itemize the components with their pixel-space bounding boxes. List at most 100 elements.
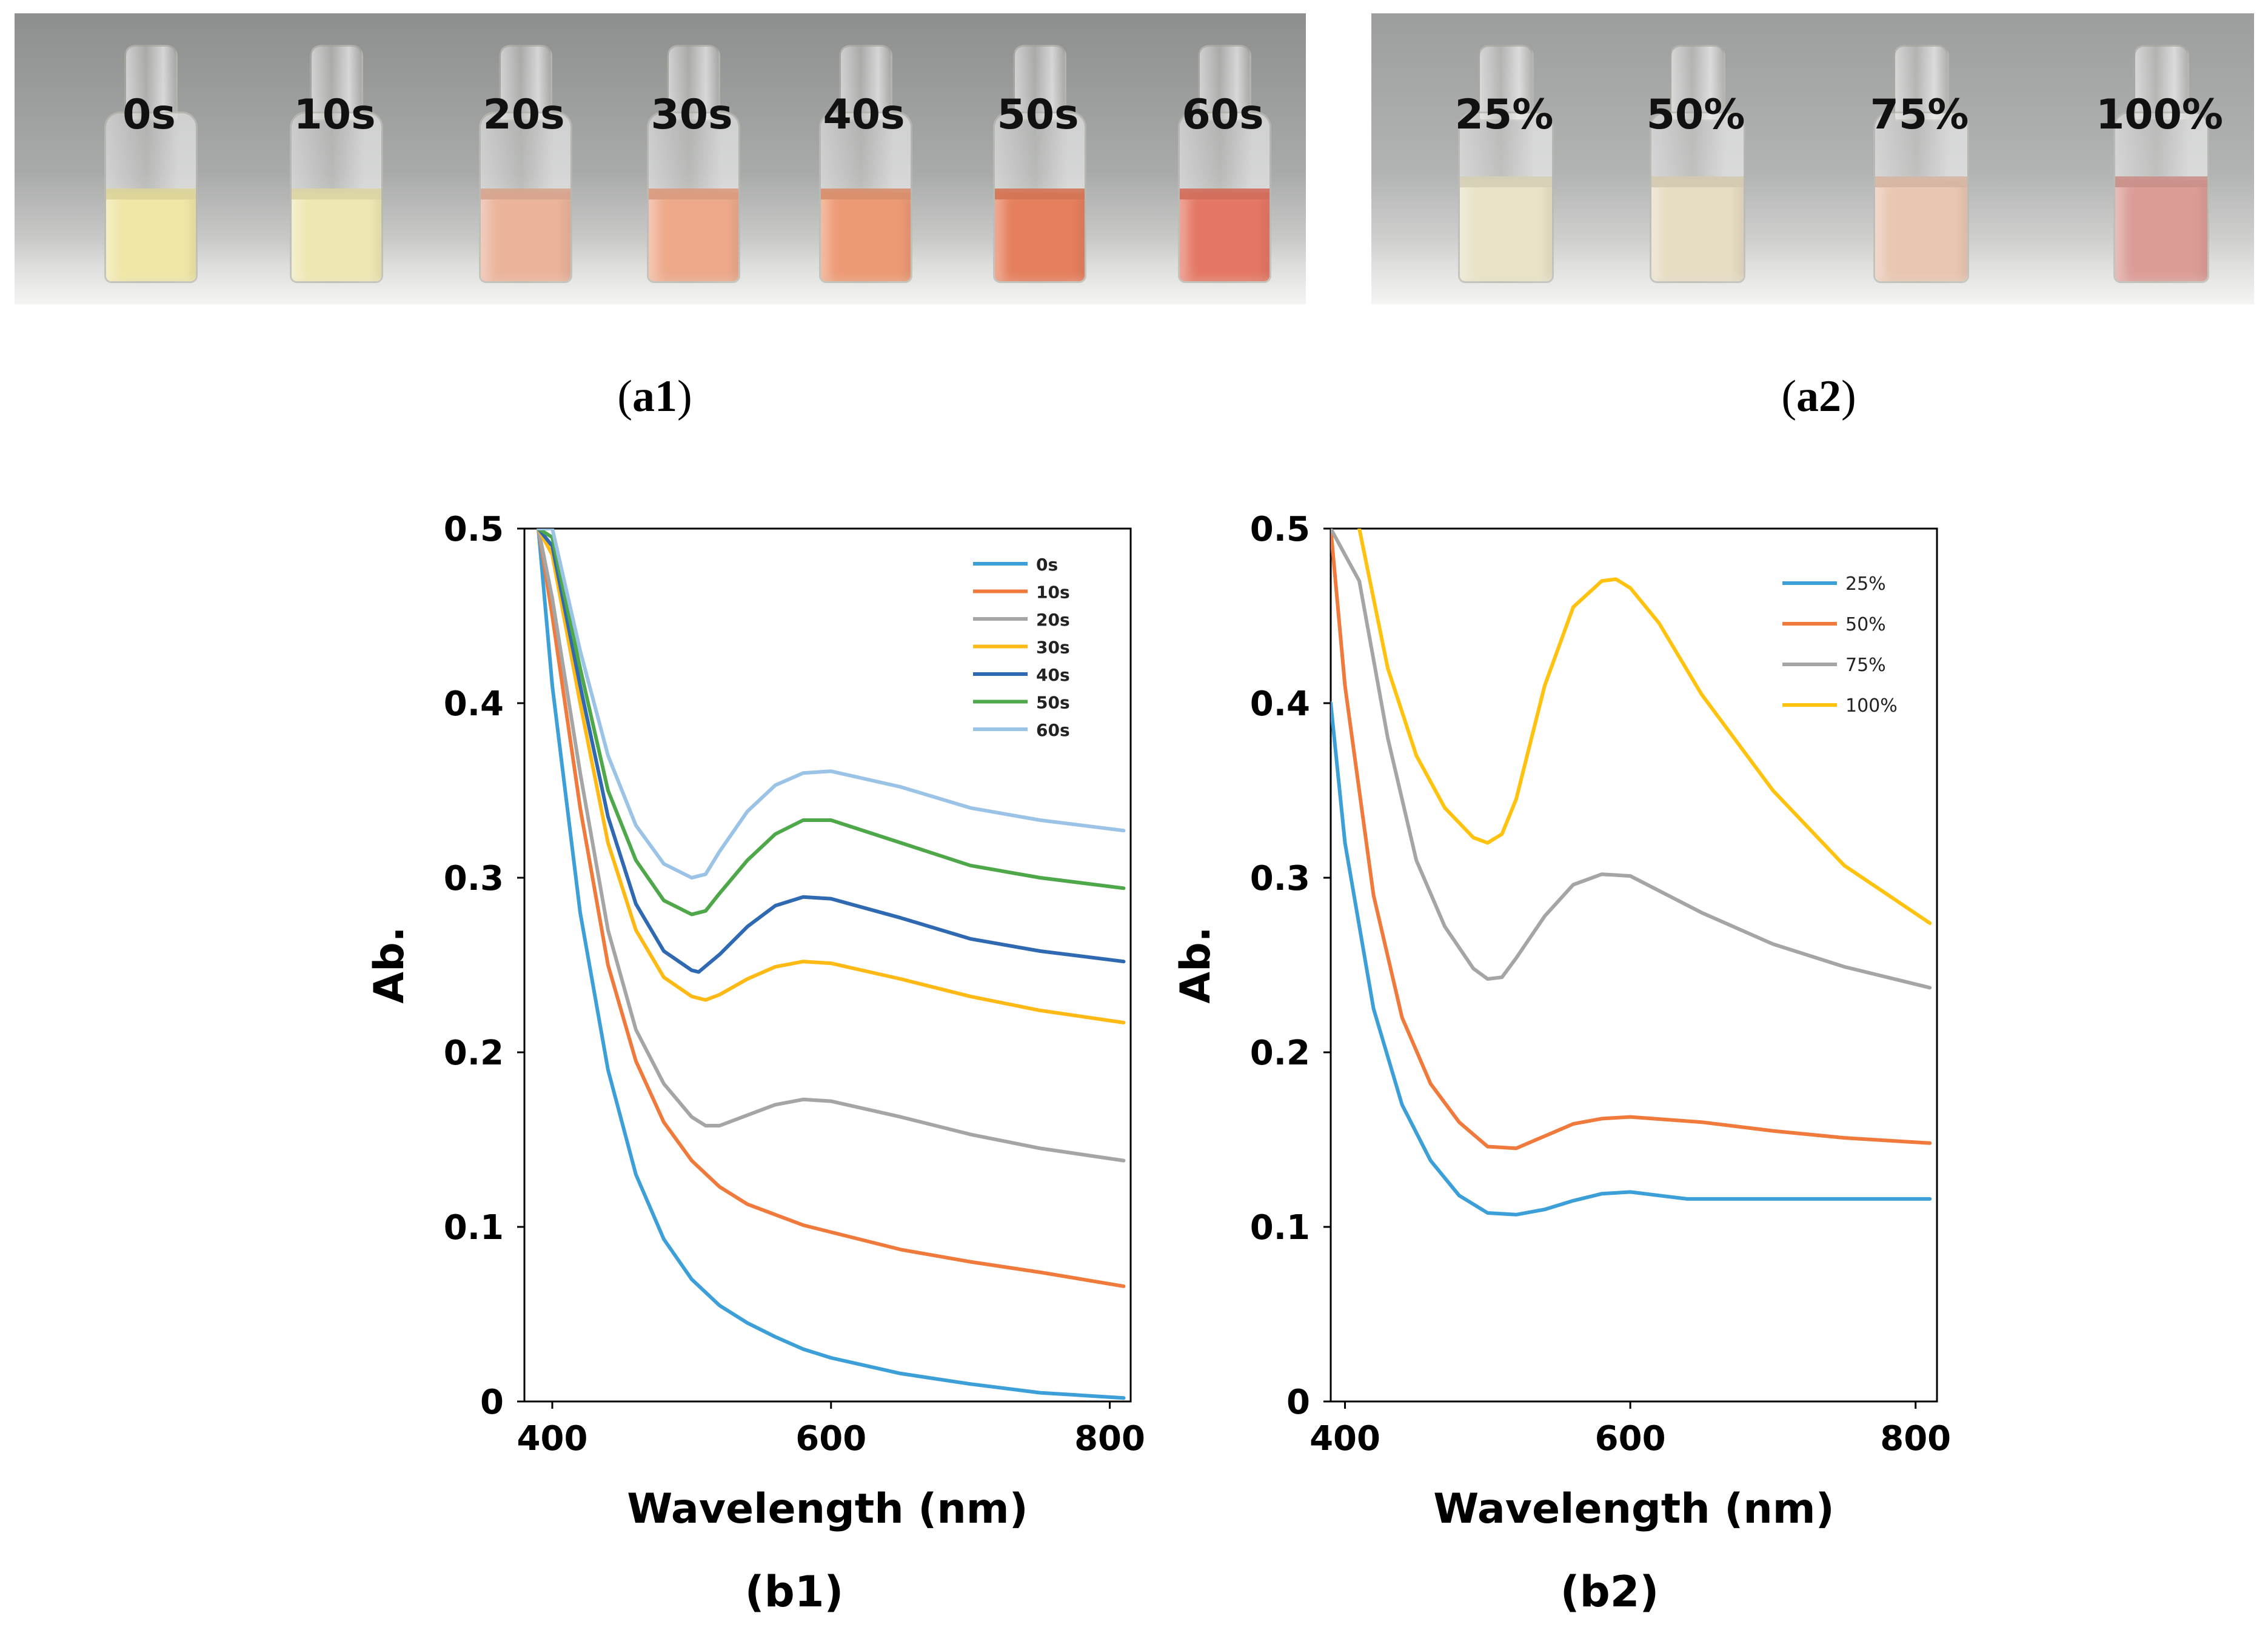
vial-body — [993, 112, 1086, 283]
y-tick-label: 0.2 — [444, 1034, 504, 1073]
vial-60s — [1178, 45, 1271, 283]
vial-10s — [290, 45, 383, 283]
vial-liquid — [481, 192, 570, 281]
series-group — [537, 529, 1126, 1400]
y-tick-label: 0.5 — [444, 510, 504, 549]
vial-liquid — [2115, 180, 2207, 281]
vial-meniscus — [1460, 176, 1552, 187]
vial-meniscus — [1875, 176, 1967, 187]
series-line-0s — [537, 529, 1126, 1400]
vial-neck — [1197, 45, 1252, 121]
series-line-30s — [537, 529, 1126, 1024]
legend-label: 25% — [1845, 573, 1886, 595]
vial-neck — [1670, 45, 1725, 121]
panel-label-a2: (a2) — [1781, 372, 1856, 421]
y-tick-label: 0 — [480, 1383, 504, 1422]
vial-40s — [819, 45, 912, 283]
vial-meniscus — [2115, 176, 2207, 187]
vial-50s — [993, 45, 1086, 283]
vial-meniscus — [649, 189, 738, 199]
legend-label: 20s — [1036, 610, 1070, 630]
legend-label: 50% — [1845, 614, 1886, 635]
x-tick-label: 800 — [1074, 1419, 1145, 1458]
vial-label: 60s — [1182, 91, 1264, 139]
vial-25pct — [1458, 45, 1554, 283]
vial-meniscus — [106, 189, 196, 199]
vial-body — [1178, 112, 1271, 283]
x-tick-label: 800 — [1880, 1419, 1951, 1458]
vial-20s — [479, 45, 572, 283]
vial-body — [2113, 112, 2209, 283]
vial-body — [1873, 112, 1969, 283]
y-axis-label: Ab. — [366, 926, 413, 1003]
x-axis-label: Wavelength (nm) — [1433, 1485, 1834, 1533]
plot-frame — [523, 527, 1132, 1403]
vial-body — [104, 112, 198, 283]
vial-label: 40s — [823, 91, 905, 139]
vial-liquid — [821, 192, 911, 281]
vial-body — [1650, 112, 1745, 283]
series-line-50s — [537, 529, 1126, 917]
legend-label: 10s — [1036, 583, 1070, 603]
vial-meniscus — [821, 189, 911, 199]
photo-a2: 25% 50% 75% 100% — [1371, 13, 2254, 304]
series-group — [1331, 529, 1932, 1217]
series-line-20s — [537, 529, 1126, 1163]
vial-label: 0s — [122, 91, 176, 139]
legend-label: 100% — [1845, 695, 1898, 716]
series-line-60s — [537, 529, 1126, 880]
vial-liquid — [106, 192, 196, 281]
vial-meniscus — [1651, 176, 1744, 187]
legend-label: 40s — [1036, 665, 1070, 685]
vial-meniscus — [1180, 189, 1269, 199]
vial-meniscus — [481, 189, 570, 199]
vial-liquid — [1180, 192, 1269, 281]
y-tick-label: 0.1 — [444, 1208, 504, 1248]
vial-label: 75% — [1870, 91, 1969, 139]
vial-neck — [124, 45, 178, 121]
y-tick-label: 0.4 — [444, 684, 504, 724]
vial-label: 25% — [1454, 91, 1554, 139]
series-line-50pct — [1331, 529, 1932, 1151]
vial-100pct — [2113, 45, 2209, 283]
panel-label-a1: (a1) — [617, 372, 692, 421]
vial-body — [819, 112, 912, 283]
vial-meniscus — [292, 189, 381, 199]
vial-liquid — [1460, 180, 1552, 281]
vial-75pct — [1873, 45, 1969, 283]
chart-b2: 0 0.1 0.2 0.3 0.4 0.5 400 600 800 Wavelength (nm)… — [1172, 510, 1951, 1533]
legend: 25% 50% 75% 100% — [1782, 573, 1898, 716]
vial-liquid — [995, 192, 1085, 281]
legend: 0s 10s 20s 30s 40s 50s 60s — [973, 555, 1070, 740]
x-tick-label: 600 — [795, 1419, 866, 1458]
y-tick-label: 0 — [1286, 1383, 1310, 1422]
vial-50pct — [1650, 45, 1745, 283]
x-tick-label: 400 — [1310, 1419, 1380, 1458]
chart-b1: 0 0.1 0.2 0.3 0.4 0.5 400 600 800 Wavelength (nm)… — [366, 510, 1145, 1533]
y-tick-label: 0.4 — [1250, 684, 1310, 724]
vial-liquid — [649, 192, 738, 281]
photo-a1: 0s 10s 20s 30s 40s 50s 60s — [15, 13, 1306, 304]
vial-0s — [104, 45, 198, 283]
legend-label: 50s — [1036, 693, 1070, 713]
y-tick-label: 0.3 — [444, 859, 504, 898]
vial-label: 50% — [1646, 91, 1745, 139]
vial-neck — [309, 45, 364, 121]
vial-liquid — [1875, 180, 1967, 281]
y-tick-label: 0.1 — [1250, 1208, 1310, 1248]
vial-30s — [647, 45, 740, 283]
vial-neck — [1012, 45, 1067, 121]
panel-label-b2: (b2) — [1560, 1567, 1659, 1617]
series-line-75pct — [1331, 529, 1932, 990]
vial-neck — [666, 45, 721, 121]
legend-label: 0s — [1036, 555, 1058, 575]
vial-neck — [838, 45, 893, 121]
x-tick-label: 600 — [1595, 1419, 1666, 1458]
vial-label: 50s — [997, 91, 1079, 139]
y-axis-label: Ab. — [1172, 926, 1220, 1003]
panel-label-b1: (b1) — [744, 1567, 844, 1617]
vial-label: 20s — [483, 91, 565, 139]
legend-label: 60s — [1036, 720, 1070, 740]
x-axis-label: Wavelength (nm) — [627, 1485, 1028, 1533]
legend-label: 75% — [1845, 655, 1886, 676]
